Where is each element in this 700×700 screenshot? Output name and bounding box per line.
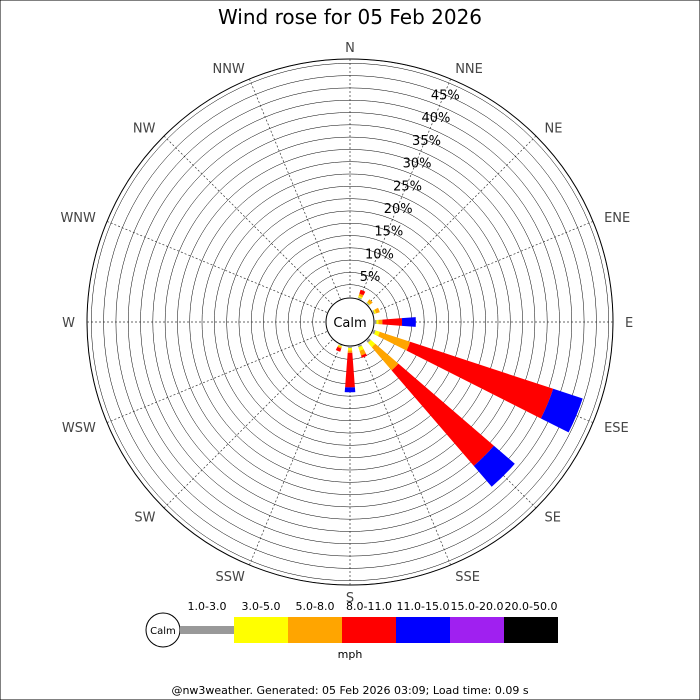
calm-label: Calm — [333, 316, 366, 331]
bar-sse-bin-0 — [357, 344, 362, 348]
bar-ese-bin-1 — [374, 330, 380, 337]
direction-label-n: N — [345, 41, 355, 56]
radial-tick-label: 20% — [384, 202, 413, 217]
grid-ring — [177, 149, 523, 495]
bar-se-bin-3 — [391, 363, 494, 466]
legend-swatch-6 — [504, 617, 558, 643]
bar-sse-bin-3 — [361, 353, 367, 358]
legend-swatch-5 — [450, 617, 504, 643]
bar-se-bin-4 — [473, 445, 515, 487]
radial-tick-label: 10% — [365, 247, 394, 262]
direction-label-ssw: SSW — [215, 570, 245, 585]
direction-label-w: W — [62, 316, 75, 331]
speed-legend: Calm mph 1.0-3.0 3.0-5.0 5.0-8.0 8.0-11.0 11… — [145, 600, 558, 661]
bar-ssw-bin-0 — [338, 344, 343, 347]
legend-swatch-3 — [342, 617, 396, 643]
radial-tick-label: 35% — [412, 134, 441, 149]
bar-ssw-bin-2 — [337, 345, 342, 349]
bar-e-bin-1 — [376, 319, 379, 325]
bar-s-bin-3 — [345, 352, 355, 388]
direction-label-wsw: WSW — [62, 421, 96, 436]
bar-se-bin-2 — [371, 343, 399, 371]
radial-tick-label: 15% — [374, 225, 403, 240]
direction-label-sse: SSE — [455, 570, 480, 585]
wind-bars — [335, 289, 583, 487]
radial-tick-label: 25% — [393, 179, 422, 194]
bar-nne-bin-2 — [358, 293, 364, 298]
legend-label-4: 11.0-15.0 — [397, 600, 450, 613]
direction-label-nnw: NNW — [212, 62, 244, 77]
radial-tick-label: 40% — [421, 111, 450, 126]
bar-ene-bin-1 — [373, 309, 377, 314]
axis-labels: N NNE NE ENE E ESE SE SSE S SSW SW WSW W WNW NW NNW 5% 10… — [60, 41, 633, 606]
bar-se-bin-0 — [366, 338, 371, 343]
legend-label-0: 1.0-3.0 — [188, 600, 227, 613]
legend-swatch-4 — [396, 617, 450, 643]
bar-ene-bin-2 — [374, 307, 380, 314]
radial-tick-label: 30% — [403, 157, 432, 172]
bar-nne-bin-0 — [357, 297, 362, 300]
bar-ese-bin-3 — [406, 341, 554, 419]
bar-s-bin-1 — [347, 347, 353, 351]
direction-label-s: S — [346, 591, 354, 606]
bar-e-bin-4 — [401, 317, 416, 327]
direction-label-e: E — [625, 316, 633, 331]
radial-tick-label: 5% — [360, 270, 381, 285]
legend-calm-label: Calm — [150, 626, 176, 637]
bar-nne-bin-1 — [358, 295, 363, 299]
bar-s-bin-4 — [344, 387, 356, 393]
radial-tick-label: 45% — [431, 88, 460, 103]
bar-ene-bin-0 — [372, 310, 375, 315]
direction-label-ne: NE — [545, 122, 563, 137]
direction-label-nne: NNE — [455, 62, 483, 77]
legend-label-6: 20.0-50.0 — [505, 600, 558, 613]
bar-e-bin-3 — [382, 318, 403, 326]
grid-ring — [238, 210, 462, 434]
calm-center: Calm — [325, 297, 375, 347]
grid-ring — [189, 161, 511, 483]
legend-label-3: 8.0-11.0 — [346, 600, 392, 613]
direction-label-ese: ESE — [604, 421, 629, 436]
bar-ese-bin-0 — [372, 329, 376, 335]
bar-e-bin-0 — [374, 320, 377, 324]
footer-credit: @nw3weather. Generated: 05 Feb 2026 03:0… — [171, 684, 528, 697]
direction-label-ene: ENE — [604, 211, 630, 226]
grid-ring — [164, 136, 536, 508]
bar-s-bin-0 — [348, 346, 352, 348]
bar-ne-bin-2 — [367, 299, 373, 305]
direction-label-wnw: WNW — [60, 211, 96, 226]
bar-ne-bin-1 — [366, 301, 371, 306]
legend-label-2: 5.0-8.0 — [296, 600, 335, 613]
direction-label-se: SE — [545, 511, 561, 526]
bar-sse-bin-2 — [359, 349, 366, 356]
direction-label-nw: NW — [133, 122, 156, 137]
bar-ne-bin-0 — [366, 302, 370, 306]
direction-label-sw: SW — [134, 511, 155, 526]
chart-title: Wind rose for 05 Feb 2026 — [218, 5, 482, 29]
legend-swatch-0 — [180, 626, 234, 634]
legend-label-1: 3.0-5.0 — [242, 600, 281, 613]
bar-ese-bin-4 — [540, 388, 583, 433]
legend-unit: mph — [338, 648, 363, 661]
bar-ese-bin-2 — [378, 331, 411, 351]
legend-swatch-2 — [288, 617, 342, 643]
grid-ring — [226, 198, 474, 446]
legend-swatch-1 — [234, 617, 288, 643]
grid-ring — [201, 173, 499, 471]
bar-ssw-bin-3 — [335, 346, 342, 352]
polar-grid — [86, 58, 614, 586]
bar-sse-bin-1 — [358, 345, 364, 351]
bar-e-bin-2 — [378, 319, 383, 325]
bar-s-bin-2 — [347, 350, 353, 353]
grid-ring — [214, 186, 486, 458]
bar-se-bin-1 — [367, 339, 376, 348]
legend-label-5: 15.0-20.0 — [451, 600, 504, 613]
bar-ssw-bin-1 — [338, 344, 342, 348]
bar-nne-bin-3 — [359, 289, 366, 296]
